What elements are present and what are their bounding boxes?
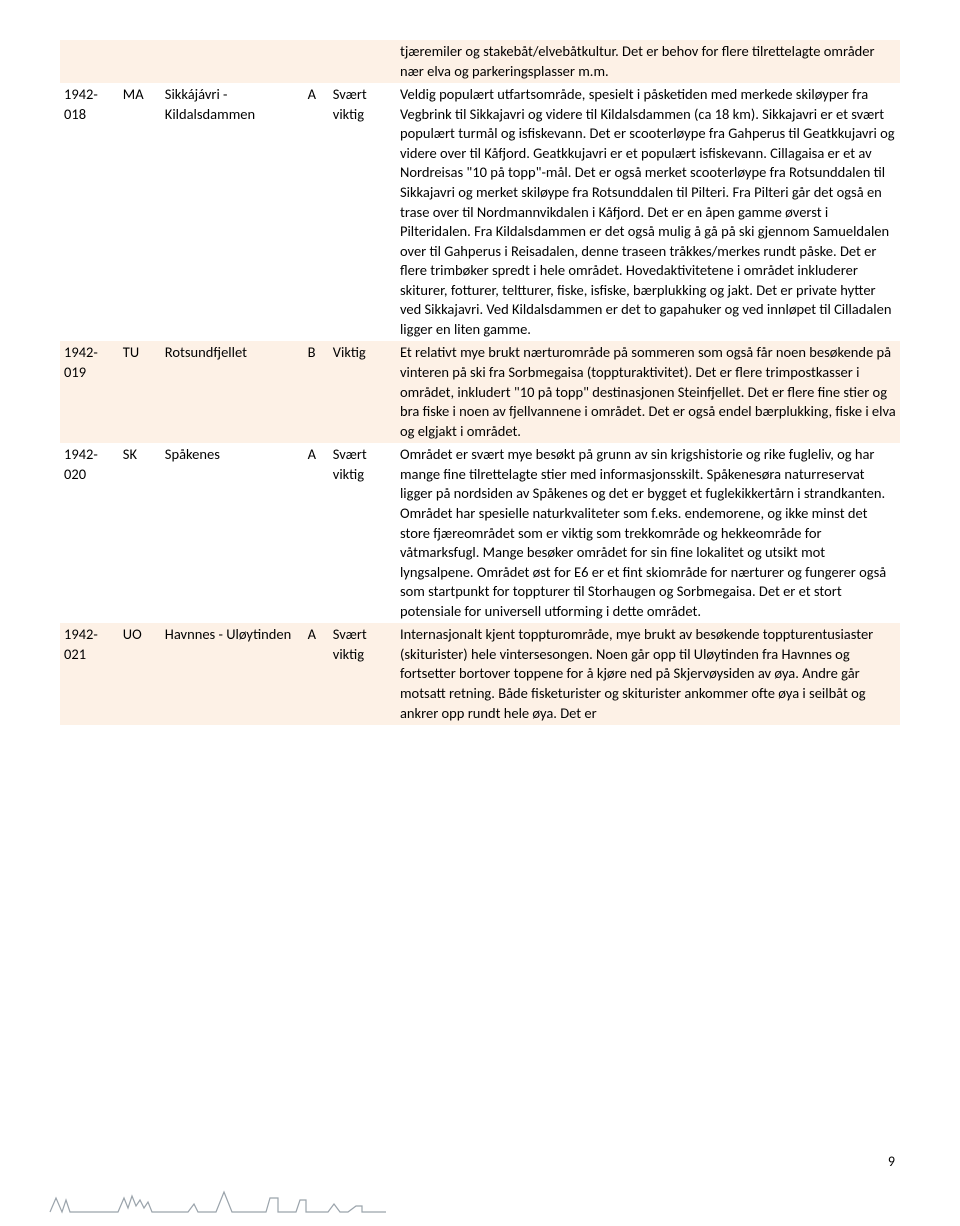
row-id [60,40,119,83]
row-type: SK [119,443,161,623]
row-type: UO [119,623,161,725]
row-description: Internasjonalt kjent toppturområde, mye … [396,623,900,725]
row-type: TU [119,341,161,443]
row-name: Spåkenes [161,443,304,623]
row-grade: A [304,443,329,623]
row-description: Et relativt mye brukt nærturområde på so… [396,341,900,443]
row-grade: A [304,623,329,725]
row-id: 1942-019 [60,341,119,443]
table-row: 1942-018MASikkájávri - KildalsdammenASvæ… [60,83,900,341]
row-name: Havnnes - Uløytinden [161,623,304,725]
areas-table: tjæremiler og stakebåt/elvebåtkultur. De… [60,40,900,725]
row-description: Området er svært mye besøkt på grunn av … [396,443,900,623]
row-importance [329,40,396,83]
table-row: tjæremiler og stakebåt/elvebåtkultur. De… [60,40,900,83]
row-description: tjæremiler og stakebåt/elvebåtkultur. De… [396,40,900,83]
row-grade [304,40,329,83]
row-grade: B [304,341,329,443]
row-importance: Svært viktig [329,443,396,623]
row-id: 1942-021 [60,623,119,725]
row-importance: Svært viktig [329,623,396,725]
table-row: 1942-020SKSpåkenesASvært viktigOmrådet e… [60,443,900,623]
row-importance: Svært viktig [329,83,396,341]
row-type [119,40,161,83]
row-type: MA [119,83,161,341]
footer-skyline-sketch [48,1178,388,1220]
page-number: 9 [888,1153,895,1172]
row-id: 1942-020 [60,443,119,623]
row-grade: A [304,83,329,341]
row-name [161,40,304,83]
row-id: 1942-018 [60,83,119,341]
row-name: Rotsundfjellet [161,341,304,443]
table-row: 1942-019TURotsundfjelletBViktigEt relati… [60,341,900,443]
table-row: 1942-021UOHavnnes - UløytindenASvært vik… [60,623,900,725]
row-name: Sikkájávri - Kildalsdammen [161,83,304,341]
row-importance: Viktig [329,341,396,443]
row-description: Veldig populært utfartsområde, spesielt … [396,83,900,341]
